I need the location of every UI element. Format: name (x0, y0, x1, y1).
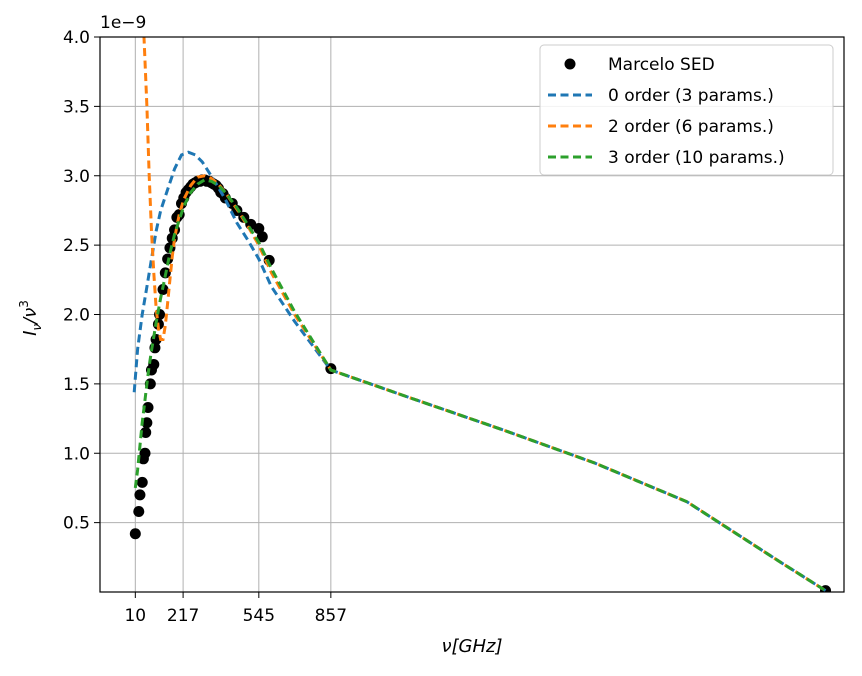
legend-marker (564, 58, 576, 70)
data-point (136, 476, 148, 488)
y-tick-label: 1.0 (63, 444, 90, 464)
y-tick-label: 0.5 (63, 514, 90, 534)
legend-label: 0 order (3 params.) (608, 86, 774, 106)
y-axis-label: Iν/ν3 (17, 300, 44, 336)
x-tick-label: 545 (243, 606, 275, 626)
data-point (134, 489, 146, 501)
data-point (139, 447, 151, 459)
data-point (142, 401, 154, 413)
legend-box (539, 44, 834, 176)
series-marcelo-sed (129, 174, 832, 592)
y-offset-text: 1e−9 (100, 13, 146, 33)
legend-label: Marcelo SED (608, 55, 715, 75)
data-point (140, 426, 152, 438)
legend-label: 2 order (6 params.) (608, 117, 774, 137)
legend-label: 3 order (10 params.) (608, 148, 785, 168)
y-tick-label: 4.0 (63, 28, 90, 48)
x-tick-label: 10 (124, 606, 146, 626)
y-tick-label: 2.0 (63, 306, 90, 326)
y-tick-label: 2.5 (63, 236, 90, 256)
x-axis-label: ν[GHz] (441, 636, 502, 657)
series-line-1 (142, 37, 827, 592)
data-point (141, 417, 153, 429)
data-point (133, 506, 145, 518)
y-tick-label: 3.0 (63, 167, 90, 187)
data-point (129, 528, 141, 540)
y-tick-label: 3.5 (63, 97, 90, 117)
x-tick-label: 217 (167, 606, 199, 626)
legend: Marcelo SED 0 order (3 params.) 2 order (6… (539, 44, 834, 176)
x-tick-label: 857 (315, 606, 347, 626)
data-point (256, 231, 268, 243)
axes: 10 217 545 857 0.5 1.0 1.5 2.0 2.5 3.0 3.5 4.0 (63, 28, 347, 626)
series-line-2 (133, 178, 827, 592)
plot-series (129, 37, 832, 592)
data-point (253, 222, 265, 234)
y-tick-label: 1.5 (63, 375, 90, 395)
